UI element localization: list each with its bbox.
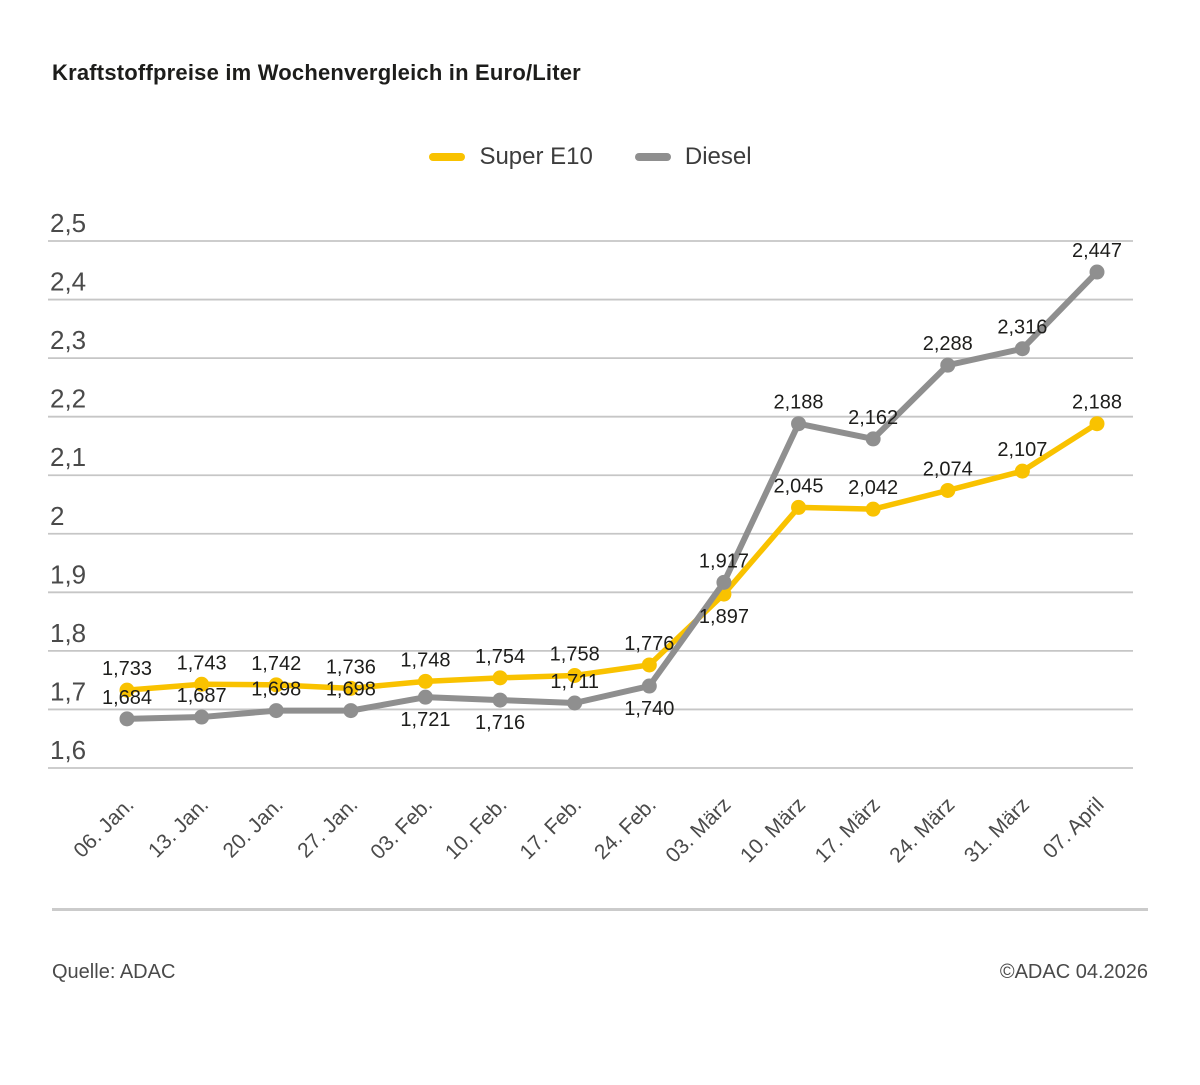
- data-point-diesel: [865, 431, 881, 447]
- data-point-diesel: [492, 692, 508, 708]
- legend-swatch-icon: [429, 153, 466, 161]
- footer-divider: [52, 908, 1148, 911]
- data-point-label-super-e10: 2,107: [997, 439, 1047, 461]
- data-point-label-super-e10: 2,188: [1072, 392, 1122, 414]
- legend: Super E10 Diesel: [48, 143, 1133, 171]
- x-axis-label: 13. Jan.: [144, 793, 213, 862]
- data-point-label-diesel: 1,711: [550, 671, 599, 693]
- data-point-label-super-e10: 1,743: [177, 652, 227, 674]
- legend-swatch-icon: [634, 153, 671, 161]
- y-axis-label: 2,2: [50, 384, 86, 414]
- y-axis-label: 2,3: [50, 325, 86, 355]
- data-point-label-super-e10: 1,748: [400, 649, 450, 671]
- y-axis-label: 2: [50, 501, 64, 531]
- data-point-label-super-e10: 1,776: [624, 633, 674, 655]
- y-axis-label: 1,6: [50, 735, 86, 765]
- legend-item-super-e10: Super E10: [429, 143, 593, 171]
- x-axis-label: 27. Jan.: [293, 793, 362, 862]
- y-axis-label: 2,4: [50, 267, 86, 297]
- data-point-label-diesel: 1,716: [475, 712, 525, 734]
- data-point-label-diesel: 2,162: [848, 407, 898, 429]
- data-point-super-e10: [119, 682, 135, 698]
- data-point-diesel: [791, 416, 807, 432]
- data-point-label-diesel: 2,316: [997, 317, 1047, 339]
- data-point-label-diesel: 1,684: [102, 687, 152, 709]
- data-point-super-e10: [268, 677, 284, 693]
- chart-title: Kraftstoffpreise im Wochenvergleich in E…: [52, 60, 581, 85]
- data-point-super-e10: [567, 667, 583, 683]
- legend-label: Diesel: [684, 143, 752, 170]
- data-point-super-e10: [417, 673, 433, 689]
- data-point-diesel: [194, 709, 210, 725]
- data-point-diesel: [417, 689, 433, 705]
- copyright-label: ©ADAC 04.2026: [999, 961, 1148, 983]
- data-point-super-e10: [492, 670, 508, 686]
- data-point-diesel: [1089, 264, 1105, 280]
- data-point-label-super-e10: 2,074: [923, 458, 973, 480]
- x-axis-label: 07. April: [1039, 793, 1109, 863]
- series-line-diesel: [124, 269, 1100, 722]
- data-point-super-e10: [641, 657, 657, 673]
- data-point-super-e10: [940, 482, 956, 498]
- data-point-label-diesel: 2,188: [774, 392, 824, 414]
- y-axis-label: 2,1: [50, 442, 86, 472]
- y-axis-label: 1,7: [50, 676, 86, 706]
- source-label: Quelle: ADAC: [52, 961, 176, 983]
- x-axis-label: 17. Feb.: [515, 793, 586, 864]
- x-axis-label: 03. März: [661, 793, 735, 867]
- data-point-diesel: [268, 703, 284, 719]
- data-point-label-diesel: 2,447: [1072, 240, 1122, 262]
- data-point-label-super-e10: 2,042: [848, 477, 898, 499]
- y-axis-label: 1,8: [50, 618, 86, 648]
- data-point-label-diesel: 1,698: [251, 679, 301, 701]
- data-point-label-super-e10: 1,733: [102, 658, 152, 680]
- data-point-diesel: [716, 574, 732, 590]
- data-point-label-diesel: 1,721: [400, 709, 450, 731]
- data-point-super-e10: [1089, 416, 1105, 432]
- legend-item-diesel: Diesel: [634, 143, 752, 171]
- data-point-diesel: [1014, 341, 1030, 357]
- data-point-super-e10: [865, 501, 881, 517]
- data-point-label-super-e10: 1,758: [550, 643, 600, 665]
- data-point-diesel: [119, 711, 135, 727]
- data-point-label-diesel: 2,288: [923, 333, 973, 355]
- x-axis-label: 10. Feb.: [441, 793, 512, 864]
- data-point-label-super-e10: 1,736: [326, 656, 376, 678]
- y-axis-label: 1,9: [50, 559, 86, 589]
- x-axis-label: 24. Feb.: [590, 793, 661, 864]
- data-point-diesel: [567, 695, 583, 711]
- data-point-label-super-e10: 2,045: [774, 475, 824, 497]
- data-point-label-diesel: 1,698: [326, 679, 376, 701]
- series-line-super-e10: [124, 420, 1100, 693]
- footer: Quelle: ADAC ©ADAC 04.2026: [52, 961, 1148, 984]
- x-axis-label: 20. Jan.: [219, 793, 288, 862]
- data-point-label-super-e10: 1,897: [699, 606, 749, 628]
- data-point-label-super-e10: 1,742: [251, 653, 301, 675]
- data-point-label-diesel: 1,687: [177, 685, 227, 707]
- data-point-label-diesel: 1,740: [624, 698, 674, 720]
- x-axis-label: 10. März: [736, 793, 810, 867]
- data-point-super-e10: [1014, 463, 1030, 479]
- data-point-super-e10: [194, 676, 210, 692]
- data-point-diesel: [641, 678, 657, 694]
- x-axis-label: 03. Feb.: [366, 793, 437, 864]
- data-point-super-e10: [791, 499, 807, 515]
- x-axis-label: 31. März: [960, 793, 1034, 867]
- data-point-diesel: [343, 703, 359, 719]
- data-point-super-e10: [343, 680, 359, 696]
- line-chart: 1,6 1,7 1,8 1,9 2 2,1 2,2 2,3 2,4 2,5 06. Jan. 13. …: [48, 208, 1133, 867]
- y-axis-label: 2,5: [50, 208, 86, 238]
- data-point-diesel: [940, 357, 956, 373]
- data-point-label-diesel: 1,917: [699, 550, 749, 572]
- data-point-label-super-e10: 1,754: [475, 646, 525, 668]
- x-axis-label: 06. Jan.: [69, 793, 138, 862]
- legend-label: Super E10: [479, 143, 593, 170]
- x-axis-label: 24. März: [885, 793, 959, 867]
- x-axis-label: 17. März: [811, 793, 885, 867]
